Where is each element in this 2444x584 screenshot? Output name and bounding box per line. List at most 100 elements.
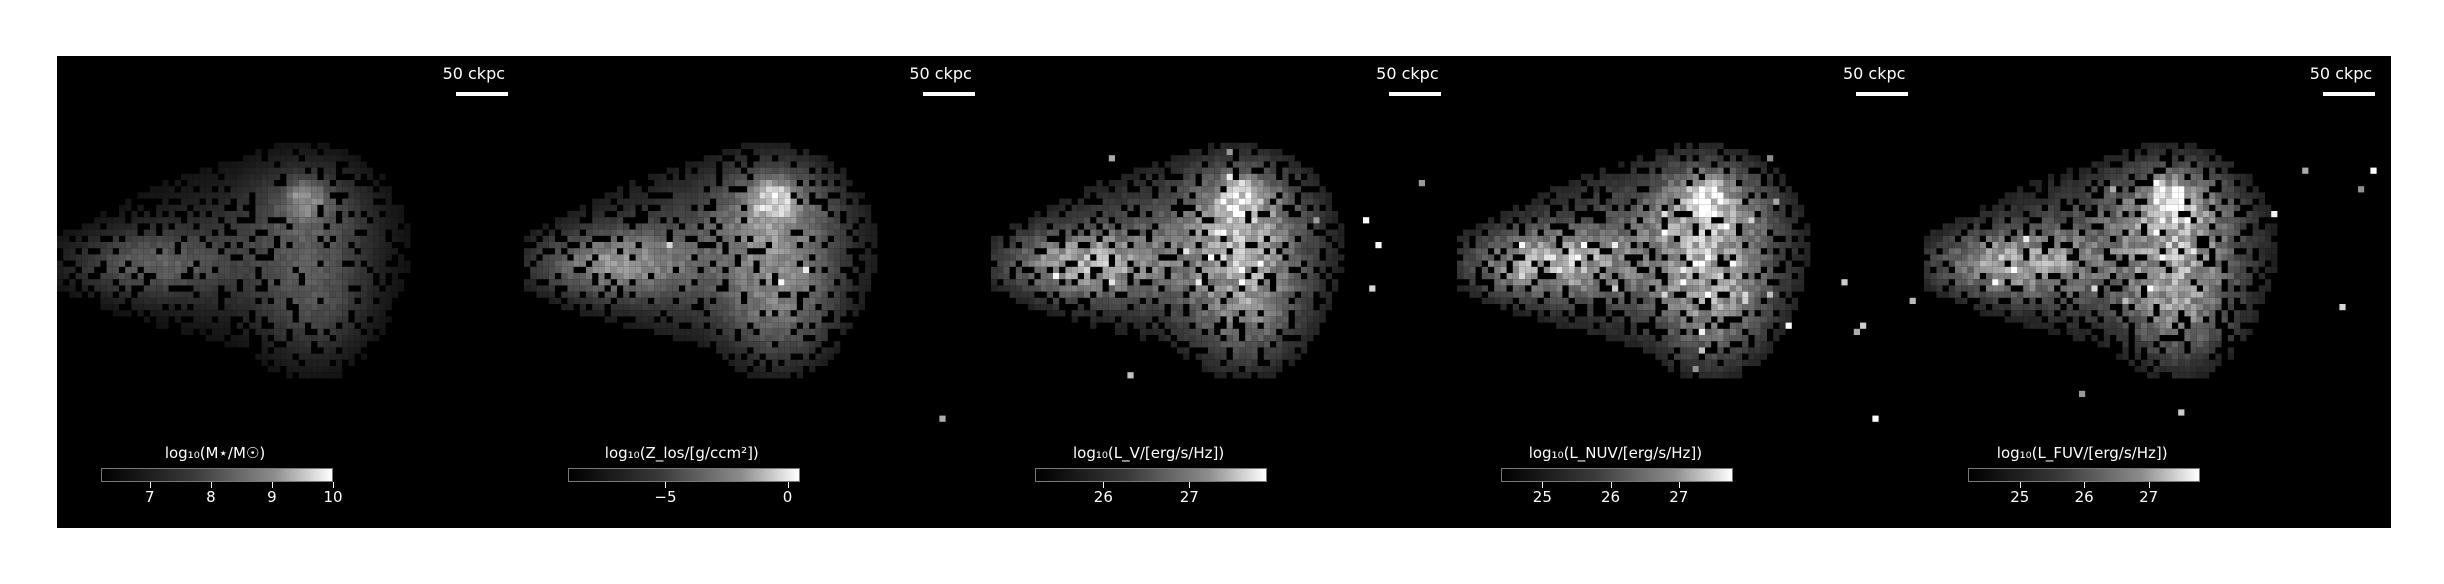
heatmap-cell bbox=[1612, 229, 1619, 236]
heatmap-cell bbox=[1730, 192, 1737, 199]
heatmap-cell bbox=[1319, 285, 1326, 292]
heatmap-cell bbox=[827, 229, 834, 236]
heatmap-cell bbox=[759, 359, 766, 366]
heatmap-cell bbox=[1705, 372, 1712, 379]
heatmap-cell bbox=[1761, 235, 1768, 243]
heatmap-cell bbox=[1674, 180, 1681, 187]
heatmap-cell bbox=[1133, 167, 1140, 174]
heatmap-cell bbox=[660, 254, 667, 261]
heatmap-cell bbox=[354, 341, 361, 348]
heatmap-cell bbox=[1294, 167, 1301, 174]
heatmap-cell bbox=[1064, 279, 1072, 286]
heatmap-cell bbox=[1244, 198, 1251, 205]
heatmap-cell bbox=[1692, 279, 1700, 286]
heatmap-cell bbox=[180, 254, 188, 261]
heatmap-cell bbox=[1108, 297, 1115, 304]
heatmap-cell bbox=[1151, 328, 1158, 335]
heatmap-cell bbox=[1176, 279, 1183, 286]
heatmap-cell bbox=[1188, 167, 1196, 174]
heatmap-cell bbox=[703, 273, 710, 280]
heatmap-cell bbox=[554, 242, 561, 249]
heatmap-cell bbox=[298, 316, 305, 323]
heatmap-cell bbox=[187, 310, 194, 317]
heatmap-cell bbox=[199, 291, 206, 298]
heatmap-cell bbox=[379, 229, 386, 236]
heatmap-cell bbox=[839, 322, 847, 329]
heatmap-cell bbox=[765, 155, 772, 162]
heatmap-cell bbox=[1133, 254, 1140, 261]
heatmap-cell bbox=[1238, 211, 1245, 218]
heatmap-cell bbox=[193, 316, 200, 323]
heatmap-cell bbox=[1606, 266, 1613, 274]
heatmap-cell bbox=[1195, 260, 1202, 267]
heatmap-cell bbox=[1699, 223, 1706, 230]
heatmap-cell bbox=[585, 291, 592, 298]
heatmap-cell bbox=[1257, 297, 1264, 304]
heatmap-cell bbox=[734, 242, 741, 249]
heatmap-cell bbox=[323, 291, 330, 298]
heatmap-cell bbox=[373, 211, 380, 218]
heatmap-cell bbox=[1157, 297, 1165, 304]
heatmap-cell bbox=[815, 211, 822, 218]
heatmap-cell bbox=[1269, 291, 1276, 298]
heatmap-cell bbox=[1052, 303, 1059, 311]
heatmap-cell bbox=[1083, 266, 1090, 274]
heatmap-cell bbox=[373, 260, 380, 267]
heatmap-cell bbox=[610, 204, 617, 212]
heatmap-cell bbox=[255, 217, 262, 224]
heatmap-cell bbox=[1575, 285, 1582, 292]
heatmap-cell bbox=[1288, 229, 1295, 236]
heatmap-cell bbox=[1686, 254, 1693, 261]
heatmap-cell bbox=[548, 254, 555, 261]
heatmap-cell bbox=[777, 248, 785, 255]
heatmap-cell bbox=[1699, 316, 1706, 323]
heatmap-cell bbox=[796, 254, 803, 261]
heatmap-cell bbox=[1133, 173, 1140, 181]
heatmap-cell bbox=[610, 235, 617, 243]
heatmap-cell bbox=[280, 285, 287, 292]
heatmap-cell bbox=[1506, 242, 1514, 249]
heatmap-cell bbox=[839, 285, 847, 292]
heatmap-cell bbox=[1531, 273, 1538, 280]
heatmap-cell bbox=[1176, 297, 1183, 304]
heatmap-cell bbox=[255, 316, 262, 323]
heatmap-cell bbox=[1655, 223, 1662, 230]
heatmap-cell bbox=[1674, 161, 1681, 168]
heatmap-cell bbox=[180, 192, 188, 199]
heatmap-cell bbox=[1226, 285, 1233, 292]
heatmap-cell bbox=[1711, 180, 1718, 187]
heatmap-cell bbox=[348, 359, 355, 366]
heatmap-cell bbox=[1275, 310, 1282, 317]
heatmap-cell bbox=[1723, 266, 1731, 274]
heatmap-cell bbox=[573, 223, 580, 230]
heatmap-cell bbox=[1337, 242, 1344, 249]
heatmap-cell bbox=[1494, 279, 1501, 286]
heatmap-cell bbox=[703, 341, 710, 348]
heatmap-cell bbox=[1226, 297, 1233, 304]
heatmap-cell bbox=[554, 297, 561, 304]
heatmap-cell bbox=[740, 248, 747, 255]
heatmap-cell bbox=[280, 359, 287, 366]
heatmap-cell bbox=[1263, 297, 1270, 304]
heatmap-cell bbox=[174, 235, 181, 243]
heatmap-cell bbox=[1126, 291, 1134, 298]
heatmap-cell bbox=[827, 285, 834, 292]
heatmap-cell bbox=[1730, 322, 1737, 329]
heatmap-cell bbox=[298, 204, 305, 212]
heatmap-cell bbox=[1568, 303, 1576, 311]
heatmap-cell bbox=[1052, 297, 1059, 304]
heatmap-cell bbox=[292, 186, 299, 193]
heatmap-cell bbox=[1785, 303, 1793, 311]
heatmap-cell bbox=[1730, 279, 1737, 286]
heatmap-cell bbox=[1244, 316, 1251, 323]
heatmap-cell bbox=[1736, 353, 1743, 360]
heatmap-cell bbox=[647, 242, 654, 249]
heatmap-cell bbox=[1785, 223, 1793, 230]
heatmap-cell bbox=[1257, 223, 1264, 230]
heatmap-cell bbox=[734, 198, 741, 205]
heatmap-cell bbox=[242, 198, 250, 205]
heatmap-cell bbox=[815, 254, 822, 261]
heatmap-cell bbox=[1250, 155, 1258, 162]
heatmap-cell bbox=[1269, 229, 1276, 236]
heatmap-cell bbox=[1711, 142, 1718, 150]
